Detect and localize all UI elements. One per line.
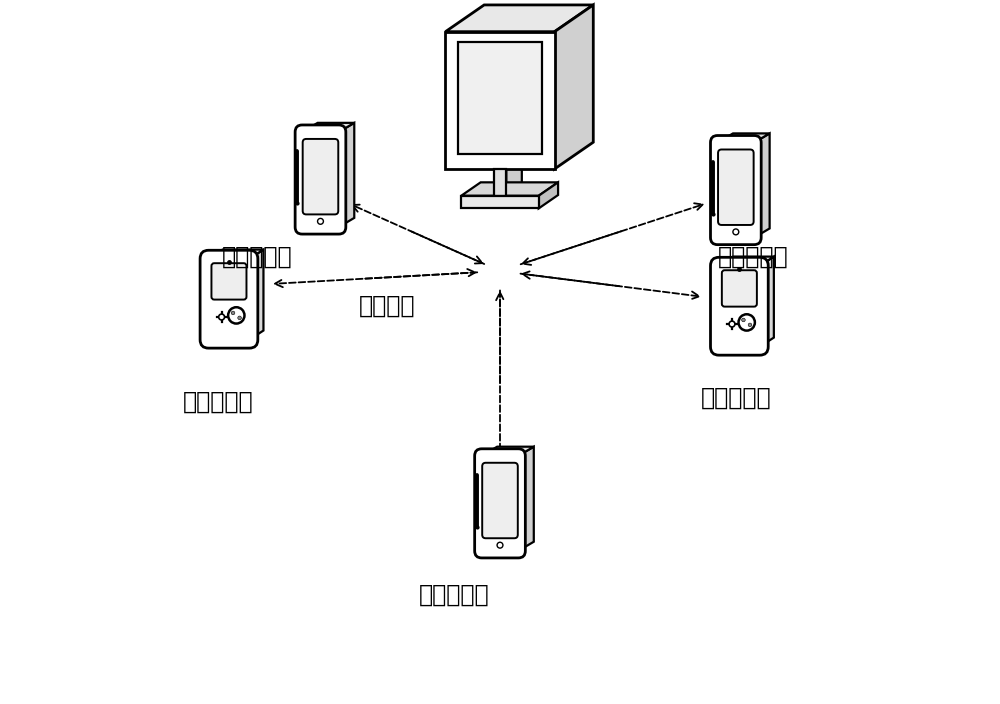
- Polygon shape: [249, 250, 263, 340]
- FancyBboxPatch shape: [211, 263, 246, 300]
- Polygon shape: [482, 446, 534, 456]
- FancyBboxPatch shape: [482, 463, 518, 539]
- Circle shape: [231, 311, 235, 315]
- Text: 智能遥控器: 智能遥控器: [183, 389, 254, 413]
- FancyBboxPatch shape: [475, 449, 525, 558]
- Polygon shape: [458, 42, 542, 153]
- Polygon shape: [461, 182, 558, 196]
- Polygon shape: [339, 122, 354, 227]
- Circle shape: [733, 229, 739, 235]
- FancyBboxPatch shape: [710, 258, 768, 356]
- Polygon shape: [461, 196, 539, 208]
- Polygon shape: [718, 134, 770, 142]
- Polygon shape: [302, 122, 354, 132]
- Polygon shape: [209, 250, 263, 259]
- Polygon shape: [555, 5, 593, 169]
- Polygon shape: [494, 169, 506, 196]
- Circle shape: [219, 314, 225, 320]
- Polygon shape: [506, 158, 522, 196]
- Circle shape: [729, 321, 735, 327]
- Polygon shape: [760, 257, 774, 347]
- Circle shape: [238, 316, 241, 320]
- FancyBboxPatch shape: [295, 125, 346, 234]
- FancyBboxPatch shape: [718, 149, 754, 225]
- Text: 智能遥控器: 智能遥控器: [718, 245, 789, 269]
- FancyBboxPatch shape: [722, 270, 757, 307]
- Text: 智能电视: 智能电视: [359, 294, 416, 318]
- Text: 智能遥控器: 智能遥控器: [222, 245, 292, 269]
- Polygon shape: [539, 182, 558, 208]
- Polygon shape: [754, 134, 770, 238]
- Circle shape: [228, 307, 244, 324]
- Circle shape: [318, 218, 323, 225]
- Polygon shape: [445, 5, 593, 32]
- Polygon shape: [719, 257, 774, 266]
- Circle shape: [748, 323, 752, 327]
- FancyBboxPatch shape: [200, 251, 258, 348]
- Circle shape: [497, 542, 503, 548]
- FancyBboxPatch shape: [710, 135, 761, 245]
- Circle shape: [742, 318, 745, 322]
- Circle shape: [739, 314, 755, 331]
- Polygon shape: [445, 32, 555, 169]
- FancyBboxPatch shape: [303, 139, 338, 215]
- Polygon shape: [518, 446, 534, 551]
- Text: 智能遥控器: 智能遥控器: [419, 583, 490, 607]
- Text: 智能遥控器: 智能遥控器: [701, 386, 771, 410]
